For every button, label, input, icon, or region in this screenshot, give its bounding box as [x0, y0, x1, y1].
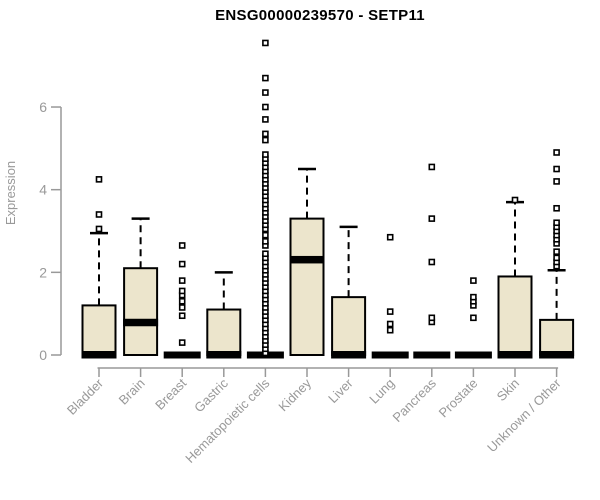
box-skin	[497, 275, 533, 356]
box-breast	[163, 351, 201, 359]
outlier-point-breast	[178, 304, 186, 311]
outlier-point-breast	[178, 287, 186, 295]
y-tick-label: 4	[39, 182, 47, 198]
outlier-point-breast	[178, 297, 186, 305]
outlier-point-lung	[386, 320, 394, 328]
outlier-point-skin	[511, 196, 519, 204]
outlier-point-pancreas	[428, 215, 436, 222]
outlier-point-prostate	[470, 293, 477, 301]
x-tick-label-brain: Brain	[116, 376, 148, 408]
median-unknown-other	[539, 351, 575, 359]
x-tick-label-kidney: Kidney	[275, 375, 314, 414]
y-tick-label: 0	[39, 347, 47, 363]
outlier-point-hematopoietic-cells	[262, 238, 269, 245]
box-brain	[123, 267, 159, 356]
outlier-point-bladder	[95, 225, 103, 233]
y-tick-label: 6	[39, 99, 47, 115]
median-kidney	[289, 255, 325, 264]
outlier-point-hematopoietic-cells	[262, 103, 269, 111]
outlier-point-bladder	[95, 176, 103, 183]
outlier-point-unknown-other	[553, 165, 560, 173]
outlier-point-hematopoietic-cells	[262, 74, 269, 82]
outlier-point-unknown-other	[553, 219, 560, 227]
outlier-point-hematopoietic-cells	[262, 231, 269, 239]
median-liver	[331, 351, 367, 359]
x-tick-label-skin: Skin	[494, 376, 522, 404]
median-skin	[497, 351, 533, 359]
x-tick-label-lung: Lung	[366, 376, 397, 407]
outlier-point-unknown-other	[553, 248, 560, 255]
x-tick-label-pancreas: Pancreas	[389, 375, 439, 425]
outlier-point-hematopoietic-cells	[262, 39, 269, 47]
outlier-point-breast	[178, 277, 186, 284]
outlier-point-breast	[178, 312, 186, 320]
x-tick-label-unknown-other: Unknown / Other	[484, 375, 564, 455]
box-bladder	[81, 304, 117, 356]
outlier-point-prostate	[470, 277, 477, 284]
x-tick-label-bladder: Bladder	[64, 375, 107, 418]
y-axis-title: Expression	[3, 161, 18, 225]
outlier-point-bladder	[95, 211, 103, 218]
outlier-point-lung	[386, 308, 394, 315]
x-tick-label-prostate: Prostate	[436, 376, 481, 421]
box-lung	[371, 351, 409, 359]
median-bladder	[81, 351, 117, 359]
box-pancreas	[413, 351, 451, 359]
outlier-point-pancreas	[428, 163, 436, 171]
box-unknown-other	[539, 318, 575, 357]
x-tick-label-breast: Breast	[152, 375, 189, 412]
outlier-point-breast	[178, 339, 186, 346]
y-tick-label: 2	[39, 264, 47, 280]
outlier-point-hematopoietic-cells	[262, 151, 269, 158]
x-tick-label-gastric: Gastric	[191, 375, 231, 415]
outlier-point-unknown-other	[553, 149, 560, 156]
outlier-point-hematopoietic-cells	[262, 250, 269, 258]
median-gastric	[206, 351, 242, 359]
outlier-point-hematopoietic-cells	[262, 136, 269, 144]
outlier-point-unknown-other	[553, 178, 560, 185]
outlier-point-hematopoietic-cells	[262, 89, 269, 96]
outlier-point-breast	[178, 260, 186, 268]
chart-title: ENSG00000239570 - SETP11	[215, 7, 425, 24]
outlier-point-hematopoietic-cells	[262, 130, 269, 138]
outlier-point-pancreas	[428, 314, 436, 322]
outlier-point-lung	[386, 233, 394, 241]
box-gastric	[206, 308, 242, 356]
box-prostate	[454, 351, 492, 359]
outlier-point-pancreas	[428, 258, 436, 266]
box-kidney	[289, 217, 325, 356]
outlier-point-unknown-other	[553, 204, 560, 212]
outlier-point-unknown-other	[553, 254, 560, 262]
outlier-point-breast	[178, 242, 186, 249]
x-tick-label-liver: Liver	[325, 375, 356, 406]
outlier-point-hematopoietic-cells	[262, 116, 269, 123]
outlier-point-lung	[386, 326, 394, 334]
outlier-point-prostate	[470, 314, 477, 322]
box-liver	[331, 296, 367, 356]
median-brain	[123, 318, 159, 327]
